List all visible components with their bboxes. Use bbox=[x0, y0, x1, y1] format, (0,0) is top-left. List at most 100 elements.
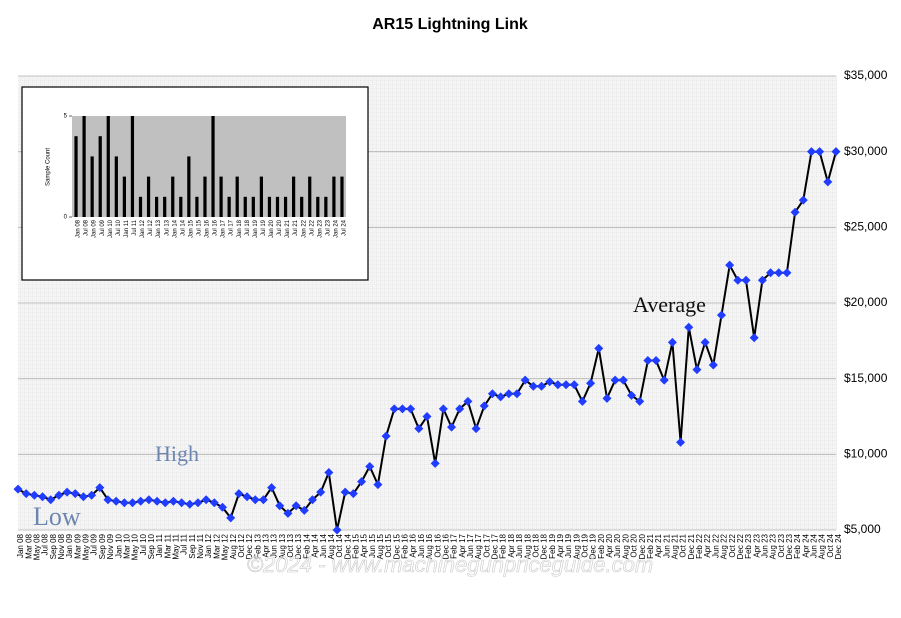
data-point bbox=[234, 489, 244, 499]
x-tick-label: Aug 20 bbox=[621, 533, 630, 559]
data-point bbox=[594, 343, 604, 353]
x-tick-label: May 09 bbox=[82, 533, 91, 560]
x-tick-label: Dec 20 bbox=[638, 533, 647, 559]
data-point bbox=[348, 489, 358, 499]
data-point bbox=[651, 356, 661, 366]
data-point bbox=[209, 498, 219, 508]
bar bbox=[332, 176, 336, 217]
data-point bbox=[242, 492, 252, 502]
x-tick-label: Jan 08 bbox=[76, 219, 82, 238]
x-tick-label: Jan 17 bbox=[221, 219, 227, 238]
x-tick-label: Jun 22 bbox=[711, 533, 720, 558]
data-point bbox=[291, 501, 301, 511]
x-tick-label: Jan 22 bbox=[301, 219, 307, 238]
x-tick-label: Aug 18 bbox=[523, 533, 532, 559]
x-tick-label: Dec 21 bbox=[687, 533, 696, 559]
data-point bbox=[504, 389, 514, 399]
data-point bbox=[569, 380, 579, 390]
x-tick-label: Dec 13 bbox=[294, 533, 303, 559]
x-tick-label: Jan 15 bbox=[188, 219, 194, 238]
data-point bbox=[496, 392, 506, 402]
x-tick-label: Jul 24 bbox=[342, 219, 348, 236]
data-point bbox=[381, 431, 391, 441]
x-tick-label: Jan 09 bbox=[65, 533, 74, 558]
bar bbox=[340, 176, 344, 217]
data-point bbox=[553, 380, 563, 390]
x-tick-label: Feb 19 bbox=[548, 533, 557, 558]
x-tick-label: Jun 19 bbox=[564, 533, 573, 558]
chart-title: AR15 Lightning Link bbox=[372, 16, 528, 33]
x-tick-label: Oct 18 bbox=[531, 533, 540, 557]
x-tick-label: Jun 17 bbox=[466, 533, 475, 558]
x-tick-label: Aug 24 bbox=[818, 533, 827, 559]
bar bbox=[243, 196, 247, 217]
data-point bbox=[676, 437, 686, 447]
data-point bbox=[267, 483, 277, 493]
data-point bbox=[103, 495, 113, 505]
x-tick-label: Jan 12 bbox=[140, 219, 146, 238]
annotation: Low bbox=[33, 502, 81, 531]
data-point bbox=[193, 498, 203, 508]
x-tick-label: Sep 10 bbox=[147, 533, 156, 559]
data-point bbox=[757, 275, 767, 285]
data-point bbox=[627, 390, 636, 400]
bar bbox=[235, 176, 239, 217]
watermark: ©2024 - www.machinegunpriceguide.com bbox=[247, 552, 653, 577]
data-point bbox=[258, 495, 268, 505]
bar bbox=[259, 176, 263, 217]
data-point bbox=[62, 487, 72, 497]
x-tick-label: Jul 20 bbox=[277, 219, 283, 236]
data-point bbox=[422, 412, 432, 421]
x-tick-label: Nov 11 bbox=[196, 533, 205, 558]
bar bbox=[316, 196, 320, 217]
bar bbox=[195, 196, 199, 217]
x-tick-label: Jun 24 bbox=[810, 533, 819, 558]
data-point bbox=[357, 477, 367, 487]
x-tick-label: May 11 bbox=[172, 533, 181, 559]
x-tick-label: Jun 13 bbox=[270, 533, 279, 558]
x-tick-label: Jul 21 bbox=[293, 219, 299, 236]
data-point bbox=[716, 310, 726, 320]
x-tick-label: Jan 23 bbox=[317, 219, 323, 238]
data-point bbox=[561, 380, 571, 390]
x-tick-label: May 08 bbox=[32, 533, 41, 560]
x-tick-label: Jun 14 bbox=[319, 533, 328, 558]
data-point bbox=[136, 496, 146, 506]
data-point bbox=[95, 483, 105, 493]
bar bbox=[138, 196, 143, 217]
data-point bbox=[160, 498, 170, 508]
data-point bbox=[528, 381, 538, 391]
x-tick-label: Jan 24 bbox=[333, 219, 339, 238]
bar bbox=[130, 116, 135, 217]
y-tick-label: $15,000 bbox=[844, 371, 888, 385]
x-tick-label: Jul 16 bbox=[213, 219, 219, 236]
bar bbox=[251, 196, 255, 217]
data-point bbox=[250, 495, 260, 505]
x-tick-label: Apr 23 bbox=[752, 533, 761, 557]
data-point bbox=[725, 260, 735, 270]
data-point bbox=[13, 484, 23, 494]
data-point bbox=[815, 147, 825, 157]
x-tick-label: Jan 13 bbox=[156, 219, 162, 238]
x-tick-label: Oct 23 bbox=[777, 533, 786, 557]
x-tick-label: Feb 20 bbox=[597, 533, 606, 558]
x-tick-label: Aug 14 bbox=[327, 533, 336, 559]
data-point bbox=[487, 389, 497, 399]
x-tick-label: Jul 08 bbox=[84, 219, 90, 236]
x-tick-label: Jan 20 bbox=[269, 219, 275, 238]
x-tick-label: Apr 14 bbox=[311, 533, 320, 557]
x-tick-label: Jul 22 bbox=[309, 219, 315, 236]
bar bbox=[90, 156, 94, 217]
x-tick-label: Dec 23 bbox=[785, 533, 794, 559]
x-tick-label: Oct 17 bbox=[482, 533, 491, 557]
data-point bbox=[152, 496, 162, 506]
data-point bbox=[602, 393, 612, 403]
x-tick-label: Dec 19 bbox=[589, 533, 598, 559]
bar bbox=[179, 196, 183, 217]
bar bbox=[122, 176, 126, 217]
data-point bbox=[586, 378, 596, 388]
data-point bbox=[38, 492, 48, 502]
bar bbox=[227, 196, 231, 217]
data-point bbox=[659, 375, 669, 385]
x-tick-label: Mar 10 bbox=[122, 533, 131, 558]
